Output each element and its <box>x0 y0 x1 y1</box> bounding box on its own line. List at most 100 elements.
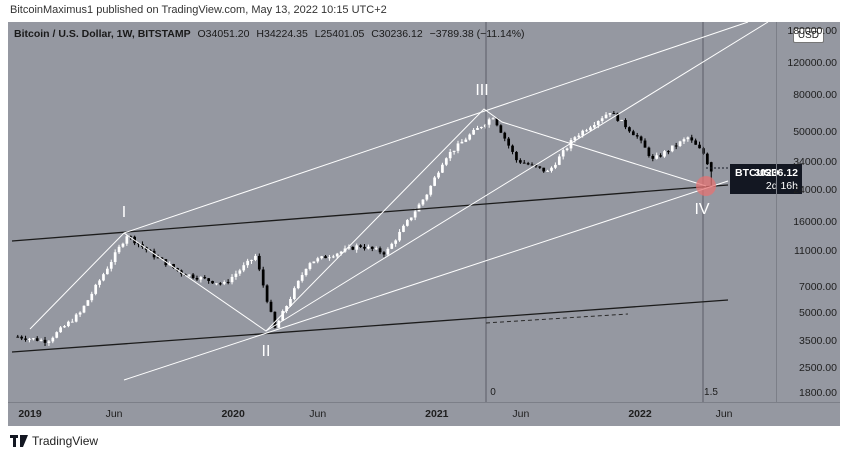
candle-body <box>355 245 359 250</box>
candle-body <box>113 252 117 263</box>
candle-body <box>476 128 479 130</box>
candle-body <box>335 253 339 257</box>
candle-body <box>160 257 164 260</box>
candle-body <box>246 260 249 266</box>
candle-body <box>121 243 125 247</box>
candle-body <box>289 299 292 307</box>
price-tick-label: 1800.00 <box>799 387 837 400</box>
candle-body <box>448 151 452 159</box>
candle-body <box>686 137 690 140</box>
candle-body <box>522 162 526 164</box>
candle-body <box>628 127 631 132</box>
candle-body <box>269 301 273 312</box>
price-tick-label: 50000.00 <box>793 125 837 138</box>
candle-body <box>511 145 514 152</box>
candle-body <box>16 336 20 338</box>
candle-body <box>483 124 487 127</box>
candle-body <box>698 144 701 149</box>
candle-body <box>70 321 74 323</box>
chart-legend: Bitcoin / U.S. Dollar, 1W, BITSTAMP O340… <box>14 28 525 40</box>
candle-body <box>191 274 195 278</box>
tag-symbol: BTCUSD <box>735 167 779 179</box>
candle-body <box>503 132 507 139</box>
candle-body <box>604 114 608 119</box>
candle-body <box>331 256 335 258</box>
candle-body <box>242 265 246 271</box>
candle-body <box>573 137 577 141</box>
candle-body <box>24 338 27 340</box>
candle-body <box>585 130 588 132</box>
price-tick-label: 16000.00 <box>793 215 837 228</box>
candle-body <box>561 150 565 157</box>
candle-body <box>273 311 277 328</box>
last-price-tag: BTCUSD 30236.12 2d 16h <box>730 164 802 194</box>
candle-body <box>581 130 585 136</box>
candle-body <box>234 273 238 277</box>
tradingview-logo-icon <box>10 435 28 447</box>
candle-body <box>565 148 569 151</box>
candle-body <box>312 261 316 264</box>
candle-body <box>250 259 253 261</box>
candle-body <box>550 167 553 171</box>
candle-body <box>631 131 635 136</box>
candle-body <box>429 185 433 195</box>
candle-body <box>402 225 405 232</box>
candle-body <box>285 306 288 312</box>
candle-body <box>324 256 327 259</box>
candle-body <box>55 332 59 338</box>
candle-body <box>300 275 304 281</box>
chart-frame: Bitcoin / U.S. Dollar, 1W, BITSTAMP O340… <box>8 22 840 426</box>
channel-lower-black <box>11 299 729 353</box>
candle-body <box>257 255 261 270</box>
high-value: 34224.35 <box>263 28 308 40</box>
channel-upper-white <box>123 22 749 234</box>
candle-body <box>238 270 242 274</box>
candle-body <box>363 246 366 249</box>
candle-body <box>98 280 101 285</box>
fib-label-0: 0 <box>490 387 496 398</box>
candle-body <box>82 305 86 313</box>
wave-label-2: II <box>261 343 271 360</box>
candle-body <box>542 167 546 172</box>
candle-body <box>526 163 530 165</box>
candle-body <box>390 243 394 249</box>
candle-body <box>137 243 140 245</box>
candle-body <box>468 134 472 140</box>
footer-brand[interactable]: TradingView <box>10 434 98 448</box>
candle-body <box>491 118 495 120</box>
candle-body <box>616 113 620 121</box>
candle-body <box>624 119 627 128</box>
candle-body <box>589 127 592 131</box>
candle-body <box>86 300 90 306</box>
channel-upper-black <box>11 184 729 242</box>
candle-body <box>90 293 94 301</box>
time-tick-label: Jun <box>105 408 123 420</box>
close-label: C <box>371 28 379 40</box>
price-axis[interactable]: 180000.00 120000.00 80000.00 50000.00 34000.… <box>776 22 840 402</box>
candle-body <box>78 312 82 315</box>
price-plot[interactable] <box>8 22 776 402</box>
currency-button[interactable]: USD <box>792 28 824 43</box>
candle-body <box>569 140 573 149</box>
candle-body <box>386 248 390 255</box>
candle-body <box>534 164 538 167</box>
price-tick-label: 11000.00 <box>793 245 837 257</box>
change-value: −3789.38 (−11.14%) <box>429 28 525 40</box>
time-axis[interactable]: 2019 Jun 2020 Jun 2021 Jun 2022 Jun <box>8 402 840 426</box>
candle-body <box>51 337 55 342</box>
candle-body <box>651 155 655 159</box>
price-tick-label: 3500.00 <box>799 335 837 348</box>
candle-body <box>425 194 429 200</box>
candle-body <box>63 326 66 328</box>
candle-body <box>347 246 351 249</box>
candle-body <box>530 164 534 166</box>
candle-body <box>659 155 662 157</box>
candle-body <box>359 245 362 247</box>
candle-body <box>195 277 199 280</box>
candle-body <box>600 118 604 122</box>
candle-body <box>261 269 265 286</box>
candle-body <box>647 147 651 156</box>
candle-body <box>608 113 612 115</box>
fib-label-1-5: 1.5 <box>704 387 718 398</box>
candle-body <box>452 150 456 152</box>
